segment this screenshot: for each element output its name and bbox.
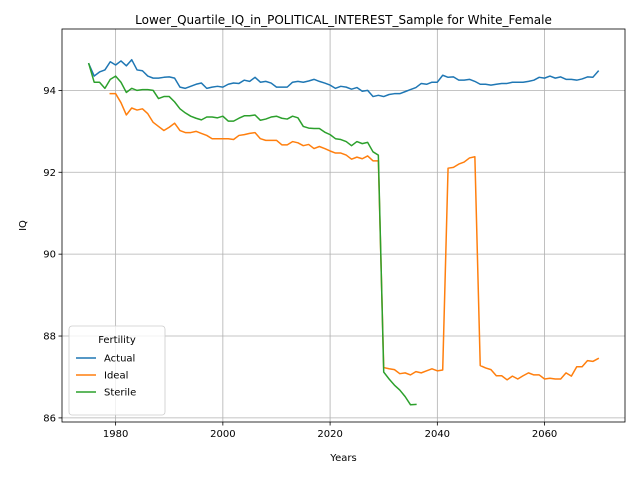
legend-label-sterile: Sterile [104, 388, 136, 399]
x-axis-ticks: 1980 2000 2020 2040 2060 [103, 422, 557, 440]
series-line-actual [87, 58, 600, 98]
y-tick-label-92: 92 [43, 168, 56, 179]
x-tick-label-1980: 1980 [103, 429, 128, 440]
legend-items: Actual Ideal Sterile [76, 354, 136, 399]
x-axis-label: Years [329, 453, 356, 464]
y-axis-label: IQ [18, 220, 29, 231]
legend-label-actual: Actual [104, 354, 135, 365]
chart-title: Lower_Quartile_IQ_in_POLITICAL_INTEREST_… [135, 13, 552, 27]
y-tick-label-88: 88 [43, 332, 56, 343]
y-tick-label-90: 90 [43, 250, 56, 261]
plot-frame [61, 28, 626, 423]
x-tick-label-2060: 2060 [532, 429, 557, 440]
y-axis-ticks: 86 88 90 92 94 [43, 86, 62, 424]
series-line-sterile [87, 62, 417, 406]
series-line-ideal [109, 92, 600, 381]
y-tick-label-86: 86 [43, 413, 56, 424]
series-layer [87, 58, 600, 406]
legend-label-ideal: Ideal [104, 371, 128, 382]
legend-title: Fertility [98, 335, 136, 346]
x-tick-label-2020: 2020 [317, 429, 342, 440]
y-tick-label-94: 94 [43, 86, 56, 97]
x-tick-label-2040: 2040 [425, 429, 450, 440]
x-tick-label-2000: 2000 [210, 429, 235, 440]
grid [62, 29, 625, 422]
legend: Fertility Actual Ideal Sterile [68, 325, 166, 416]
